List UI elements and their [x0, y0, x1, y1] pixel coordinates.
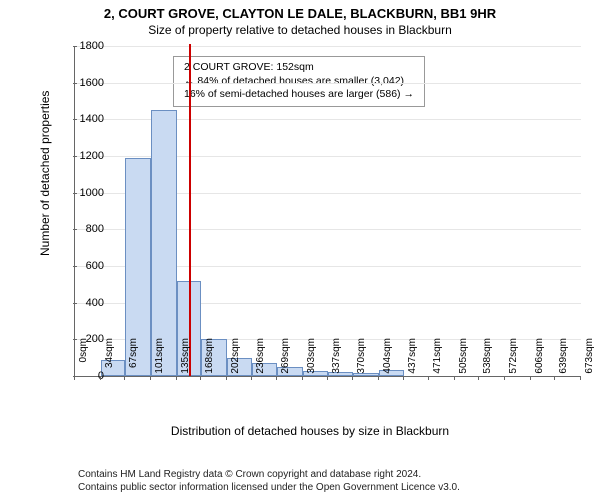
x-tick-label: 370sqm — [356, 338, 367, 382]
y-tick-label: 1400 — [72, 113, 104, 125]
y-tick-label: 1600 — [72, 77, 104, 89]
y-axis-label: Number of detached properties — [38, 91, 52, 256]
x-tick-label: 337sqm — [331, 338, 342, 382]
annotation-line-1: 2 COURT GROVE: 152sqm — [184, 61, 414, 75]
x-tick-mark — [226, 376, 227, 380]
x-tick-label: 34sqm — [104, 338, 115, 382]
x-tick-mark — [251, 376, 252, 380]
x-tick-mark — [302, 376, 303, 380]
x-tick-mark — [478, 376, 479, 380]
x-tick-label: 168sqm — [204, 338, 215, 382]
x-tick-label: 269sqm — [280, 338, 291, 382]
y-tick-label: 1800 — [72, 40, 104, 52]
x-tick-mark — [428, 376, 429, 380]
marker-line — [189, 44, 191, 376]
chart-container: Number of detached properties 2 COURT GR… — [40, 46, 580, 436]
x-tick-label: 572sqm — [508, 338, 519, 382]
x-tick-label: 135sqm — [180, 338, 191, 382]
gridline — [75, 83, 581, 84]
y-tick-label: 1000 — [72, 187, 104, 199]
x-tick-mark — [554, 376, 555, 380]
x-tick-mark — [378, 376, 379, 380]
x-tick-label: 437sqm — [407, 338, 418, 382]
x-tick-mark — [124, 376, 125, 380]
x-tick-label: 236sqm — [255, 338, 266, 382]
x-tick-mark — [454, 376, 455, 380]
x-tick-label: 538sqm — [482, 338, 493, 382]
x-tick-mark — [327, 376, 328, 380]
x-tick-mark — [276, 376, 277, 380]
x-tick-mark — [100, 376, 101, 380]
x-tick-mark — [176, 376, 177, 380]
x-tick-label: 505sqm — [458, 338, 469, 382]
x-tick-label: 404sqm — [382, 338, 393, 382]
annotation-box: 2 COURT GROVE: 152sqm ← 84% of detached … — [173, 56, 425, 107]
x-tick-mark — [530, 376, 531, 380]
x-tick-label: 471sqm — [432, 338, 443, 382]
x-tick-label: 0sqm — [78, 338, 89, 382]
y-tick-label: 800 — [72, 223, 104, 235]
x-tick-mark — [150, 376, 151, 380]
x-tick-label: 202sqm — [230, 338, 241, 382]
x-tick-mark — [580, 376, 581, 380]
x-tick-label: 606sqm — [534, 338, 545, 382]
x-tick-label: 673sqm — [584, 338, 595, 382]
x-tick-mark — [74, 376, 75, 380]
x-tick-mark — [403, 376, 404, 380]
y-tick-label: 400 — [72, 297, 104, 309]
footer-text: Contains HM Land Registry data © Crown c… — [78, 469, 460, 494]
x-tick-label: 639sqm — [558, 338, 569, 382]
histogram-bar — [151, 110, 177, 376]
x-tick-mark — [352, 376, 353, 380]
annotation-line-2: ← 84% of detached houses are smaller (3,… — [184, 75, 414, 89]
annotation-line-3: 16% of semi-detached houses are larger (… — [184, 88, 414, 102]
x-tick-mark — [200, 376, 201, 380]
y-tick-label: 1200 — [72, 150, 104, 162]
page-title: 2, COURT GROVE, CLAYTON LE DALE, BLACKBU… — [0, 0, 600, 21]
page-subtitle: Size of property relative to detached ho… — [0, 21, 600, 37]
x-tick-label: 303sqm — [306, 338, 317, 382]
footer-line-1: Contains HM Land Registry data © Crown c… — [78, 469, 460, 482]
gridline — [75, 46, 581, 47]
x-tick-label: 101sqm — [154, 338, 165, 382]
footer-line-2: Contains public sector information licen… — [78, 482, 460, 495]
plot-area: 2 COURT GROVE: 152sqm ← 84% of detached … — [74, 46, 581, 377]
y-tick-label: 600 — [72, 260, 104, 272]
x-tick-label: 67sqm — [128, 338, 139, 382]
x-tick-mark — [504, 376, 505, 380]
x-axis-label: Distribution of detached houses by size … — [40, 424, 580, 438]
